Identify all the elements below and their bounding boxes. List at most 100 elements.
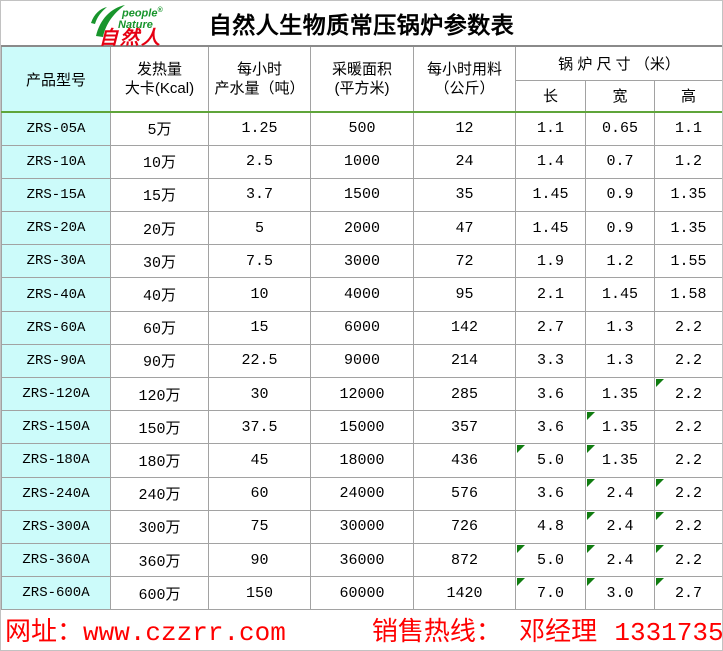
- table-row: ZRS-150A 150万 37.5 15000 357 3.6 1.35 2.2: [1, 410, 722, 445]
- fuel-cell: 357: [413, 410, 516, 445]
- height-cell: 1.58: [654, 277, 722, 312]
- height-cell: 2.2: [654, 509, 722, 544]
- model-cell: ZRS-30A: [1, 244, 111, 279]
- area-cell: 36000: [310, 542, 414, 578]
- height-cell: 2.2: [654, 542, 722, 578]
- table-row: ZRS-360A 360万 90 36000 872 5.0 2.4 2.2: [1, 542, 722, 578]
- heat-cell: 300万: [110, 509, 209, 544]
- heat-cell: 10万: [110, 144, 209, 179]
- green-corner-indicator: [656, 578, 664, 587]
- footer: 网址：www.czzrr.com 销售热线： 邓经理 13317356868: [1, 610, 722, 649]
- water-cell: 7.5: [208, 244, 311, 279]
- model-cell: ZRS-40A: [1, 277, 111, 312]
- height-cell: 2.2: [654, 376, 722, 412]
- area-cell: 1000: [310, 144, 414, 179]
- green-corner-indicator: [656, 478, 664, 487]
- height-cell: 1.2: [654, 144, 722, 179]
- fuel-cell: 47: [413, 211, 516, 246]
- fuel-cell: 1420: [413, 576, 516, 611]
- model-cell: ZRS-05A: [1, 111, 111, 146]
- width-cell: 1.2: [585, 244, 655, 279]
- table-row: ZRS-120A 120万 30 12000 285 3.6 1.35 2.2: [1, 376, 722, 412]
- water-cell: 60: [208, 476, 311, 511]
- green-corner-indicator: [517, 445, 525, 454]
- len-cell: 1.45: [515, 177, 586, 213]
- green-corner-indicator: [517, 544, 525, 553]
- width-cell: 3.0: [585, 576, 655, 611]
- width-cell: 1.35: [585, 443, 655, 478]
- green-corner-indicator: [587, 445, 595, 454]
- brand-english: people® Nature: [118, 5, 163, 31]
- water-cell: 2.5: [208, 144, 311, 179]
- width-cell: 1.3: [585, 310, 655, 345]
- len-cell: 3.6: [515, 410, 586, 445]
- phone-number: 13317356868: [614, 618, 723, 649]
- green-corner-indicator: [587, 478, 595, 487]
- green-corner-indicator: [587, 511, 595, 520]
- area-cell: 60000: [310, 576, 414, 611]
- width-cell: 1.35: [585, 410, 655, 445]
- table-row: ZRS-240A 240万 60 24000 576 3.6 2.4 2.2: [1, 476, 722, 511]
- table-row: ZRS-40A 40万 10 4000 95 2.1 1.45 1.58: [1, 277, 722, 312]
- water-cell: 150: [208, 576, 311, 611]
- water-cell: 5: [208, 211, 311, 246]
- model-cell: ZRS-60A: [1, 310, 111, 345]
- fuel-cell: 35: [413, 177, 516, 213]
- height-cell: 2.2: [654, 476, 722, 511]
- table-header: 产品型号 发热量 大卡(Kcal) 每小时 产水量（吨） 采暖面积 (平方米) …: [1, 45, 722, 113]
- table-row: ZRS-600A 600万 150 60000 1420 7.0 3.0 2.7: [1, 576, 722, 611]
- header-boiler-size: 锅 炉 尺 寸 （米）: [515, 45, 722, 81]
- water-cell: 75: [208, 509, 311, 544]
- company-logo: people® Nature 自然人: [89, 2, 201, 49]
- len-cell: 1.9: [515, 244, 586, 279]
- area-cell: 1500: [310, 177, 414, 213]
- page-title: 自然人生物质常压锅炉参数表: [208, 12, 515, 38]
- fuel-cell: 726: [413, 509, 516, 544]
- len-cell: 2.1: [515, 277, 586, 312]
- fuel-cell: 576: [413, 476, 516, 511]
- brand-chinese: 自然人: [99, 28, 163, 49]
- green-corner-indicator: [517, 578, 525, 587]
- hotline-label: 销售热线：: [371, 616, 502, 647]
- water-cell: 3.7: [208, 177, 311, 213]
- len-cell: 3.6: [515, 376, 586, 412]
- website-url[interactable]: www.czzrr.com: [83, 618, 286, 649]
- water-cell: 45: [208, 443, 311, 478]
- fuel-cell: 436: [413, 443, 516, 478]
- water-cell: 22.5: [208, 343, 311, 379]
- fuel-cell: 214: [413, 343, 516, 379]
- len-cell: 5.0: [515, 443, 586, 478]
- table-row: ZRS-90A 90万 22.5 9000 214 3.3 1.3 2.2: [1, 343, 722, 379]
- area-cell: 9000: [310, 343, 414, 379]
- water-cell: 15: [208, 310, 311, 345]
- heat-cell: 20万: [110, 211, 209, 246]
- hotline-group: 销售热线： 邓经理 13317356868: [371, 611, 723, 649]
- table-row: ZRS-05A 5万 1.25 500 12 1.1 0.65 1.1: [1, 111, 722, 146]
- len-cell: 1.4: [515, 144, 586, 179]
- model-cell: ZRS-120A: [1, 376, 111, 412]
- height-cell: 1.35: [654, 177, 722, 213]
- model-cell: ZRS-360A: [1, 542, 111, 578]
- area-cell: 18000: [310, 443, 414, 478]
- table-body: ZRS-05A 5万 1.25 500 12 1.1 0.65 1.1 ZRS-10A 10万 2.…: [1, 111, 722, 611]
- len-cell: 2.7: [515, 310, 586, 345]
- width-cell: 1.3: [585, 343, 655, 379]
- heat-cell: 120万: [110, 376, 209, 412]
- height-cell: 1.55: [654, 244, 722, 279]
- width-cell: 1.45: [585, 277, 655, 312]
- heat-cell: 5万: [110, 111, 209, 146]
- heat-cell: 360万: [110, 542, 209, 578]
- website-label: 网址：: [5, 616, 84, 647]
- width-cell: 2.4: [585, 509, 655, 544]
- model-cell: ZRS-180A: [1, 443, 111, 478]
- header-fuel: 每小时用料 （公斤）: [413, 45, 516, 113]
- table-row: ZRS-60A 60万 15 6000 142 2.7 1.3 2.2: [1, 310, 722, 345]
- model-cell: ZRS-150A: [1, 410, 111, 445]
- green-corner-indicator: [587, 544, 595, 553]
- heat-cell: 180万: [110, 443, 209, 478]
- spec-table: 产品型号 发热量 大卡(Kcal) 每小时 产水量（吨） 采暖面积 (平方米) …: [1, 45, 722, 611]
- table-row: ZRS-180A 180万 45 18000 436 5.0 1.35 2.2: [1, 443, 722, 478]
- height-cell: 2.2: [654, 410, 722, 445]
- table-row: ZRS-300A 300万 75 30000 726 4.8 2.4 2.2: [1, 509, 722, 544]
- heat-cell: 600万: [110, 576, 209, 611]
